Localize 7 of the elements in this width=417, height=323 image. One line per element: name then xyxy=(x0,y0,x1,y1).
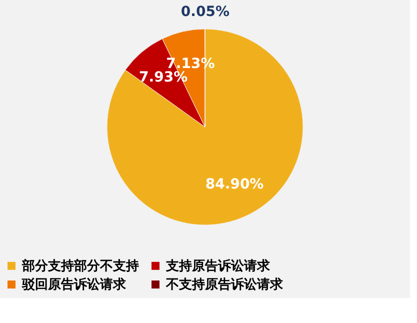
data-label: 84.90% xyxy=(205,176,264,193)
legend-label: 部分支持部分不支持 xyxy=(21,258,139,274)
legend-label: 不支持原告诉讼请求 xyxy=(165,276,284,292)
data-label: 0.05% xyxy=(180,4,230,20)
legend-label: 支持原告诉讼请求 xyxy=(165,258,271,274)
pie-slice xyxy=(106,28,304,226)
legend-label: 驳回原告诉讼请求 xyxy=(21,276,127,292)
